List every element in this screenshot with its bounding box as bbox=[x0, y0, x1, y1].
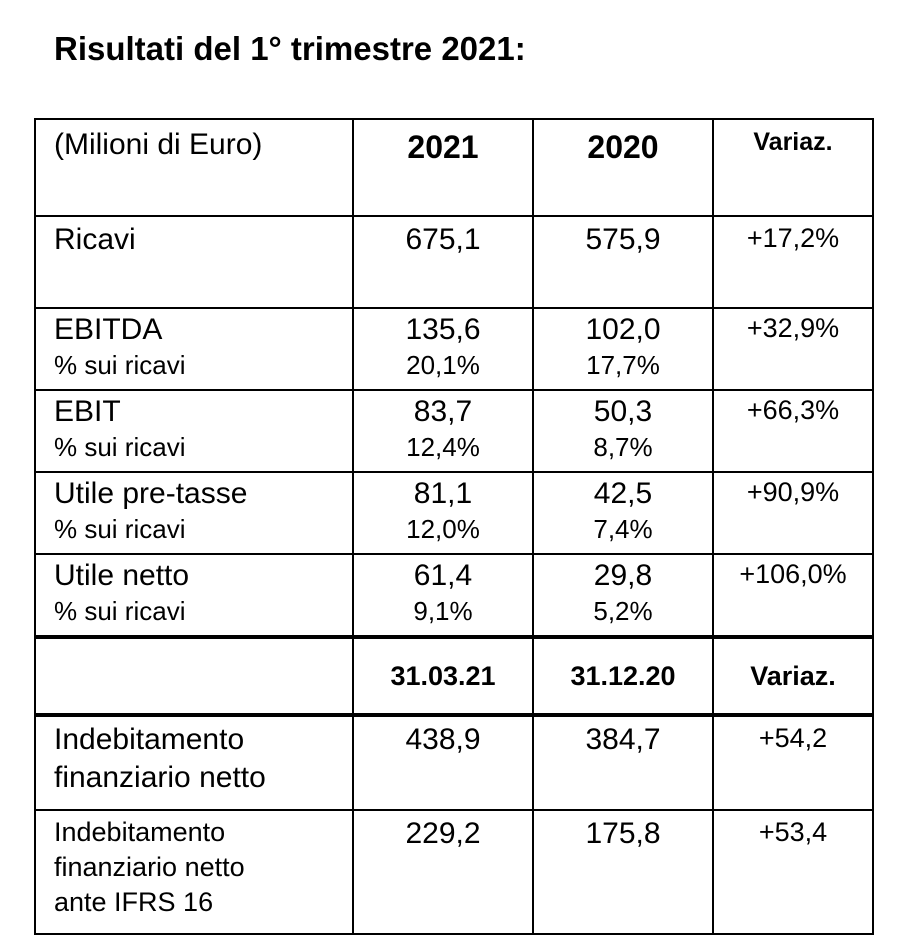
col-header-31-03-21: 31.03.21 bbox=[352, 636, 534, 717]
cell-2020: 42,5 7,4% bbox=[532, 471, 714, 555]
row-sublabel: % sui ricavi bbox=[54, 514, 186, 545]
value-variation: +90,9% bbox=[712, 471, 874, 555]
value-2021: 675,1 bbox=[352, 215, 534, 309]
table-subheader-row: 31.03.21 31.12.20 Variaz. bbox=[34, 636, 874, 717]
value-variation: +66,3% bbox=[712, 389, 874, 473]
table-row: Indebitamento finanziario netto ante IFR… bbox=[34, 809, 874, 935]
results-table: (Milioni di Euro) 2021 2020 Variaz. Rica… bbox=[34, 118, 874, 935]
table-row: EBIT % sui ricavi 83,7 12,4% 50,3 8,7% +… bbox=[34, 389, 874, 473]
table-row: EBITDA % sui ricavi 135,6 20,1% 102,0 17… bbox=[34, 307, 874, 391]
value-variation: +32,9% bbox=[712, 307, 874, 391]
unit-label: (Milioni di Euro) bbox=[34, 118, 354, 217]
value-31-12-20: 384,7 bbox=[532, 714, 714, 811]
row-label-line1: Indebitamento bbox=[54, 723, 245, 756]
percent-2020: 8,7% bbox=[593, 432, 653, 463]
cell-2020: 102,0 17,7% bbox=[532, 307, 714, 391]
value-variation: +17,2% bbox=[712, 215, 874, 309]
table-row: Indebitamento finanziario netto 438,9 38… bbox=[34, 714, 874, 811]
value-2020: 575,9 bbox=[532, 215, 714, 309]
row-label: EBIT bbox=[54, 395, 121, 428]
cell-2020: 50,3 8,7% bbox=[532, 389, 714, 473]
value-2021: 83,7 bbox=[413, 395, 473, 428]
col-header-31-12-20: 31.12.20 bbox=[532, 636, 714, 717]
row-label: Utile pre-tasse bbox=[54, 477, 248, 510]
page-title: Risultati del 1° trimestre 2021: bbox=[54, 30, 526, 67]
value-2020: 42,5 bbox=[593, 477, 653, 510]
value-31-12-20: 175,8 bbox=[532, 809, 714, 935]
percent-2021: 9,1% bbox=[413, 596, 473, 627]
row-label-ebitda: EBITDA % sui ricavi bbox=[34, 307, 354, 391]
col-header-variation: Variaz. bbox=[712, 636, 874, 717]
row-label-line1: Indebitamento bbox=[54, 817, 226, 847]
row-sublabel: % sui ricavi bbox=[54, 596, 186, 627]
row-label-utile-netto: Utile netto % sui ricavi bbox=[34, 553, 354, 639]
row-label-line3: ante IFRS 16 bbox=[54, 887, 214, 918]
blank-header-cell bbox=[34, 636, 354, 717]
value-31-03-21: 229,2 bbox=[352, 809, 534, 935]
value-2020: 29,8 bbox=[593, 559, 653, 592]
row-label-line2: finanziario netto bbox=[54, 852, 245, 883]
percent-2020: 5,2% bbox=[593, 596, 653, 627]
table-row: Utile netto % sui ricavi 61,4 9,1% 29,8 … bbox=[34, 553, 874, 639]
row-label-line2: finanziario netto bbox=[54, 761, 266, 795]
row-label-ebit: EBIT % sui ricavi bbox=[34, 389, 354, 473]
percent-2021: 12,4% bbox=[406, 432, 480, 463]
value-variation: +53,4 bbox=[712, 809, 874, 935]
table-row: Ricavi 675,1 575,9 +17,2% bbox=[34, 215, 874, 309]
percent-2021: 12,0% bbox=[406, 514, 480, 545]
value-31-03-21: 438,9 bbox=[352, 714, 534, 811]
percent-2021: 20,1% bbox=[406, 350, 480, 381]
cell-2021: 61,4 9,1% bbox=[352, 553, 534, 639]
table-row: Utile pre-tasse % sui ricavi 81,1 12,0% … bbox=[34, 471, 874, 555]
col-header-2020: 2020 bbox=[532, 118, 714, 217]
row-sublabel: % sui ricavi bbox=[54, 432, 186, 463]
percent-2020: 17,7% bbox=[586, 350, 660, 381]
row-label: EBITDA bbox=[54, 313, 163, 346]
row-label-indebitamento: Indebitamento finanziario netto bbox=[34, 714, 354, 811]
cell-2020: 29,8 5,2% bbox=[532, 553, 714, 639]
row-sublabel: % sui ricavi bbox=[54, 350, 186, 381]
table-header-row: (Milioni di Euro) 2021 2020 Variaz. bbox=[34, 118, 874, 217]
value-variation: +106,0% bbox=[712, 553, 874, 639]
value-2021: 81,1 bbox=[413, 477, 473, 510]
value-2021: 61,4 bbox=[413, 559, 473, 592]
value-variation: +54,2 bbox=[712, 714, 874, 811]
row-label: Utile netto bbox=[54, 559, 190, 592]
percent-2020: 7,4% bbox=[593, 514, 653, 545]
value-2020: 102,0 bbox=[585, 313, 661, 346]
cell-2021: 83,7 12,4% bbox=[352, 389, 534, 473]
cell-2021: 135,6 20,1% bbox=[352, 307, 534, 391]
col-header-2021: 2021 bbox=[352, 118, 534, 217]
col-header-variation: Variaz. bbox=[712, 118, 874, 217]
cell-2021: 81,1 12,0% bbox=[352, 471, 534, 555]
value-2020: 50,3 bbox=[593, 395, 653, 428]
row-label-utile-pre-tasse: Utile pre-tasse % sui ricavi bbox=[34, 471, 354, 555]
row-label-indebitamento-ifrs16: Indebitamento finanziario netto ante IFR… bbox=[34, 809, 354, 935]
row-label-ricavi: Ricavi bbox=[34, 215, 354, 309]
value-2021: 135,6 bbox=[405, 313, 481, 346]
